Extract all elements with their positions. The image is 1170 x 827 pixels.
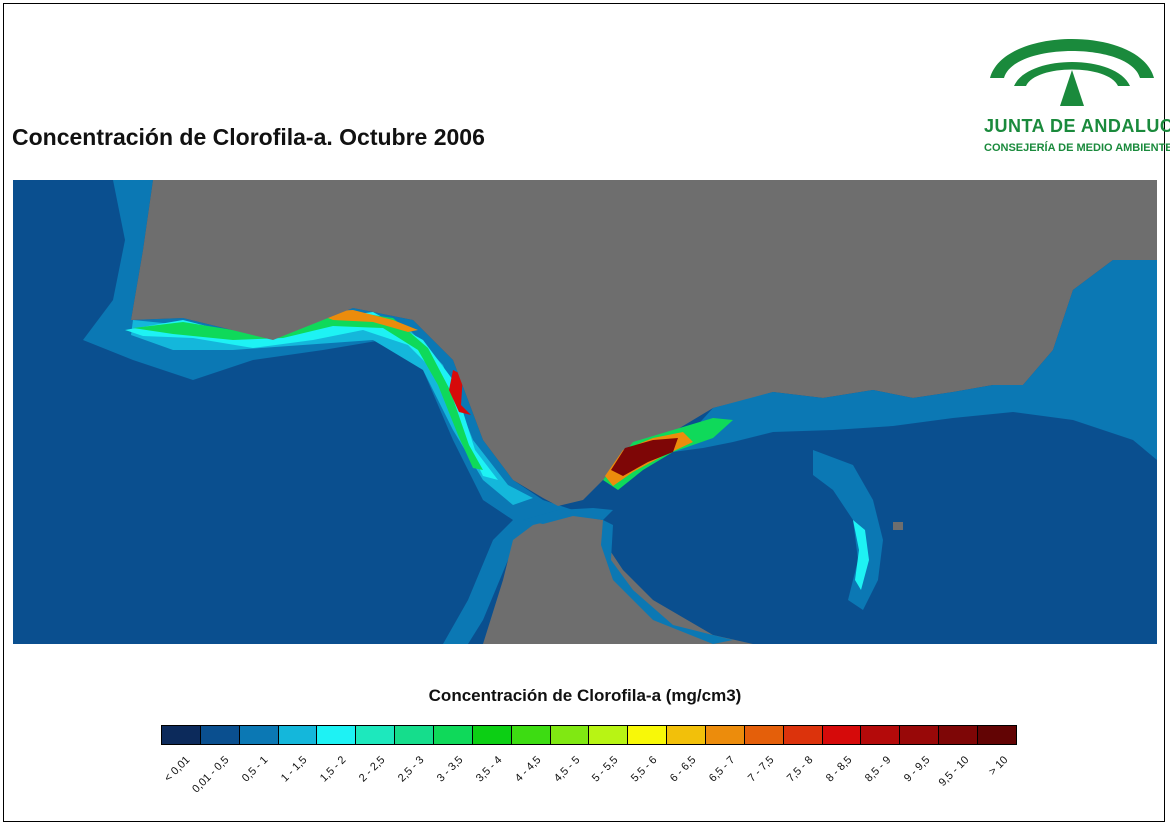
legend-swatch [395,726,435,744]
legend-swatch [239,726,279,744]
junta-de-andalucia-logo: JUNTA DE ANDALUCIA CONSEJERÍA DE MEDIO A… [984,18,1170,158]
legend-swatch [200,726,240,744]
legend-tick-label: 0,01 - 0,5 [190,754,232,796]
hotspot-cadiz [449,370,471,415]
legend-tick-label: 9,5 - 10 [936,754,972,789]
junta-de-andalucia-arch-icon [990,39,1154,106]
legend-tick-label: 6 - 6,5 [668,754,699,785]
legend-tick-label: 7,5 - 8 [784,754,816,785]
hotspot-guadiana [313,310,418,332]
legend-swatch [589,726,629,744]
legend-tick-label: 5 - 5,5 [590,754,621,785]
legend-swatch [317,726,357,744]
legend-swatch [939,726,979,744]
iberia-land [131,180,1157,506]
legend-tick-label: 1,5 - 2 [318,754,349,785]
legend-tick-label: < 0,01 [162,754,193,785]
logo-subtitle: CONSEJERÍA DE MEDIO AMBIENTE [984,142,1170,154]
legend-swatch [472,726,512,744]
legend-tick-label: 4 - 4,5 [512,754,544,785]
legend-title: Concentración de Clorofila-a (mg/cm3) [428,686,742,705]
legend-tick-label: 2 - 2,5 [356,754,388,785]
figure-frame [3,3,1165,822]
alboran-island [893,522,903,530]
mediterranean-band [673,260,1157,460]
legend-swatch [667,726,707,744]
coastal-band-outer [83,180,573,644]
legend-tick-label: 6,5 - 7 [707,754,738,785]
chlorophyll-map [13,180,1157,644]
logo-name: JUNTA DE ANDALUCIA [984,116,1170,136]
legend-swatch [706,726,745,744]
filament-cyan [853,520,869,590]
legend-swatch [511,726,551,744]
legend-swatch [783,726,823,744]
malaga-hotspot [611,438,678,476]
legend-swatch [356,726,396,744]
legend-swatch [628,726,668,744]
legend-color-bar [161,725,1017,745]
page-title: Concentración de Clorofila-a. Octubre 20… [12,124,485,150]
legend-swatch [278,726,318,744]
legend-tick-label: 3 - 3,5 [434,754,466,785]
legend-tick-label: 9 - 9,5 [901,754,933,785]
legend-swatch [550,726,590,744]
legend-swatch [900,726,940,744]
legend-tick-label: 7 - 7,5 [746,754,777,785]
legend-swatch [162,726,201,744]
legend-swatch [822,726,862,744]
legend-swatch [978,726,1016,744]
legend-tick-label: 4,5 - 5 [551,754,583,785]
legend-tick-label: 1 - 1,5 [279,754,310,785]
legend-swatch [861,726,901,744]
legend-swatch [744,726,784,744]
legend-tick-label: 8,5 - 9 [862,754,894,785]
legend-tick-label: 8 - 8,5 [823,754,855,785]
legend-tick-label: 5,5 - 6 [629,754,660,785]
coastal-band-green [133,312,483,470]
legend-tick-label: > 10 [986,754,1011,778]
legend-swatch [434,726,473,744]
legend-tick-label: 3,5 - 4 [473,754,505,785]
legend-tick-label: 0,5 - 1 [240,754,271,785]
legend-tick-label: 2,5 - 3 [395,754,427,785]
strait-band [523,508,613,524]
